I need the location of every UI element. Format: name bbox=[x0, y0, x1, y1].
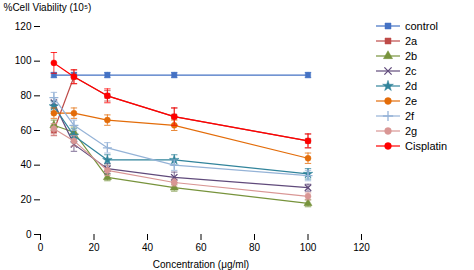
svg-text:20: 20 bbox=[20, 194, 32, 205]
html-text:2b: 2b bbox=[405, 49, 418, 62]
svg-text:20: 20 bbox=[88, 242, 100, 253]
svg-text:40: 40 bbox=[142, 242, 154, 253]
svg-text:120: 120 bbox=[353, 242, 370, 253]
html-text:2g: 2g bbox=[405, 124, 418, 137]
svg-text:40: 40 bbox=[20, 159, 32, 170]
svg-text:Concentration (μg/ml): Concentration (μg/ml) bbox=[153, 259, 249, 270]
html-text:2e: 2e bbox=[405, 94, 418, 107]
svg-text:0: 0 bbox=[38, 242, 44, 253]
html-text:Cisplatin: Cisplatin bbox=[405, 139, 448, 152]
svg-text:100: 100 bbox=[300, 242, 317, 253]
svg-text:60: 60 bbox=[195, 242, 207, 253]
svg-text:60: 60 bbox=[20, 125, 32, 136]
html-text:2a: 2a bbox=[405, 34, 418, 47]
html-text:control: control bbox=[405, 19, 438, 32]
html-text:2c: 2c bbox=[405, 64, 417, 77]
html-text:2f: 2f bbox=[405, 109, 415, 122]
svg-text:80: 80 bbox=[20, 90, 32, 101]
svg-text:100: 100 bbox=[15, 55, 32, 66]
svg-text:120: 120 bbox=[15, 21, 32, 32]
svg-text:80: 80 bbox=[249, 242, 261, 253]
svg-text:0: 0 bbox=[26, 229, 32, 240]
html-text:2d: 2d bbox=[405, 79, 418, 92]
svg-text:%Cell Viability (10⁵): %Cell Viability (10⁵) bbox=[4, 2, 92, 13]
